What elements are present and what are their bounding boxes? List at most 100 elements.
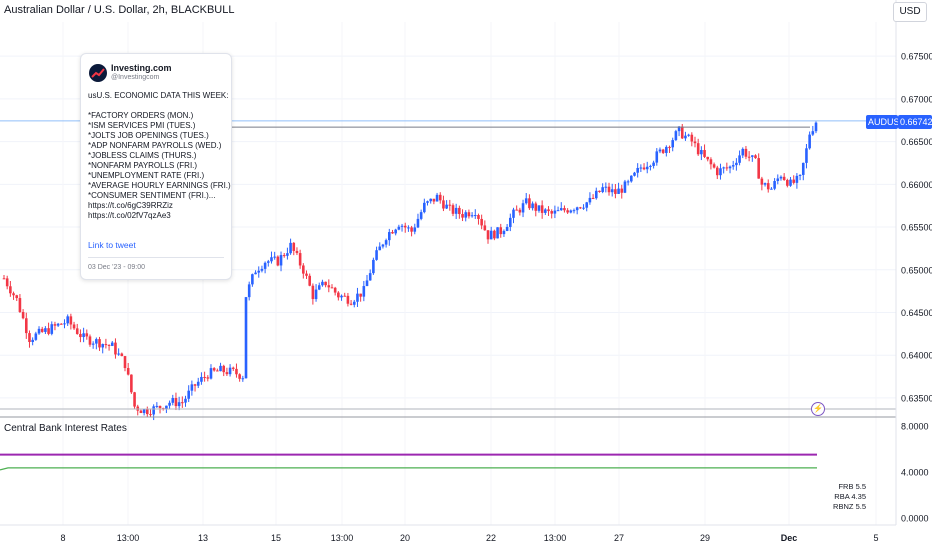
candle-body xyxy=(24,318,28,334)
lightning-icon[interactable]: ⚡ xyxy=(811,402,825,416)
x-tick-label: 5 xyxy=(873,533,878,543)
candle-body xyxy=(518,209,522,213)
candle-body xyxy=(782,176,786,180)
candle-body xyxy=(133,392,136,407)
candle-body xyxy=(786,179,789,186)
candle-body xyxy=(801,162,805,175)
candle-body xyxy=(152,406,155,415)
candle-body xyxy=(219,365,222,372)
candle-body xyxy=(623,181,627,193)
tweet-handle: @Investingcom xyxy=(111,74,160,81)
candle-body xyxy=(633,172,636,176)
candle-body xyxy=(537,205,541,211)
candle-body xyxy=(661,149,665,153)
candle-body xyxy=(617,188,620,194)
candle-body xyxy=(72,324,76,329)
candle-body xyxy=(333,287,337,293)
candle-body xyxy=(502,230,506,235)
currency-button[interactable]: USD xyxy=(893,2,927,22)
candle-body xyxy=(760,178,764,185)
candle-body xyxy=(69,316,73,325)
candle-body xyxy=(795,175,799,183)
candle-body xyxy=(588,197,592,203)
candle-body xyxy=(426,201,429,203)
candle-body xyxy=(754,155,757,159)
x-tick-label: 13:00 xyxy=(331,533,354,543)
candle-body xyxy=(47,328,50,334)
candle-body xyxy=(789,179,792,186)
candle-body xyxy=(216,370,219,372)
last-price-tag: 0.66742 xyxy=(898,115,932,129)
candle-body xyxy=(712,164,716,168)
candle-body xyxy=(547,209,550,212)
x-tick-label: 15 xyxy=(271,533,281,543)
candle-body xyxy=(2,278,6,280)
candle-body xyxy=(407,227,410,229)
y-tick-label: 8.0000 xyxy=(901,421,929,431)
candle-body xyxy=(60,323,63,325)
candle-body xyxy=(375,250,378,260)
legend-name: RBNZ xyxy=(833,502,854,511)
candle-body xyxy=(486,230,490,240)
candle-body xyxy=(384,240,388,245)
candle-body xyxy=(438,194,442,201)
candle-body xyxy=(251,274,254,285)
candle-body xyxy=(798,174,802,176)
tweet-body: usU.S. ECONOMIC DATA THIS WEEK: *FACTORY… xyxy=(88,91,231,220)
candle-body xyxy=(75,328,79,334)
candle-body xyxy=(483,225,487,231)
candle-body xyxy=(489,230,493,240)
candle-body xyxy=(289,242,292,254)
candle-body xyxy=(85,333,89,337)
candle-body xyxy=(31,339,34,342)
candle-body xyxy=(620,188,624,193)
candle-body xyxy=(808,134,811,149)
candle-body xyxy=(263,262,267,269)
indicator-title: Central Bank Interest Rates xyxy=(4,423,127,434)
candle-body xyxy=(553,210,557,214)
candle-body xyxy=(665,146,668,153)
candle-body xyxy=(763,183,767,185)
candle-body xyxy=(254,272,257,275)
candle-body xyxy=(715,167,719,176)
candle-body xyxy=(728,166,732,169)
candle-body xyxy=(244,297,248,379)
candle-body xyxy=(126,368,130,375)
candle-body xyxy=(544,209,547,213)
candle-body xyxy=(107,344,111,346)
candle-body xyxy=(770,188,773,190)
candle-body xyxy=(260,268,264,271)
candle-body xyxy=(735,162,738,166)
candle-body xyxy=(655,151,659,163)
candle-body xyxy=(104,344,108,346)
candle-body xyxy=(34,333,38,340)
candle-body xyxy=(21,311,25,319)
candle-body xyxy=(397,226,401,230)
candle-body xyxy=(515,209,518,211)
candle-body xyxy=(458,207,461,215)
candle-body xyxy=(674,131,678,141)
symbol-tag: AUDUSD xyxy=(866,115,907,129)
candle-body xyxy=(63,323,66,325)
candle-body xyxy=(461,214,464,218)
candle-body xyxy=(445,204,448,209)
tweet-link[interactable]: Link to tweet xyxy=(88,240,136,250)
legend-value: 5.5 xyxy=(855,482,866,491)
candle-body xyxy=(509,217,512,227)
legend-name: RBA xyxy=(834,492,850,501)
candle-body xyxy=(228,367,232,375)
candle-body xyxy=(696,143,700,155)
candle-body xyxy=(225,372,229,375)
candle-body xyxy=(130,374,133,393)
candle-body xyxy=(12,293,15,296)
candle-body xyxy=(276,256,280,266)
candle-body xyxy=(614,189,617,194)
candle-body xyxy=(499,227,503,235)
candle-body xyxy=(556,210,560,212)
candle-body xyxy=(247,284,251,298)
candle-body xyxy=(15,295,19,299)
candle-body xyxy=(766,183,770,190)
candle-body xyxy=(814,122,818,132)
candle-body xyxy=(165,405,168,410)
y-tick-label: 0.66000 xyxy=(901,180,932,190)
